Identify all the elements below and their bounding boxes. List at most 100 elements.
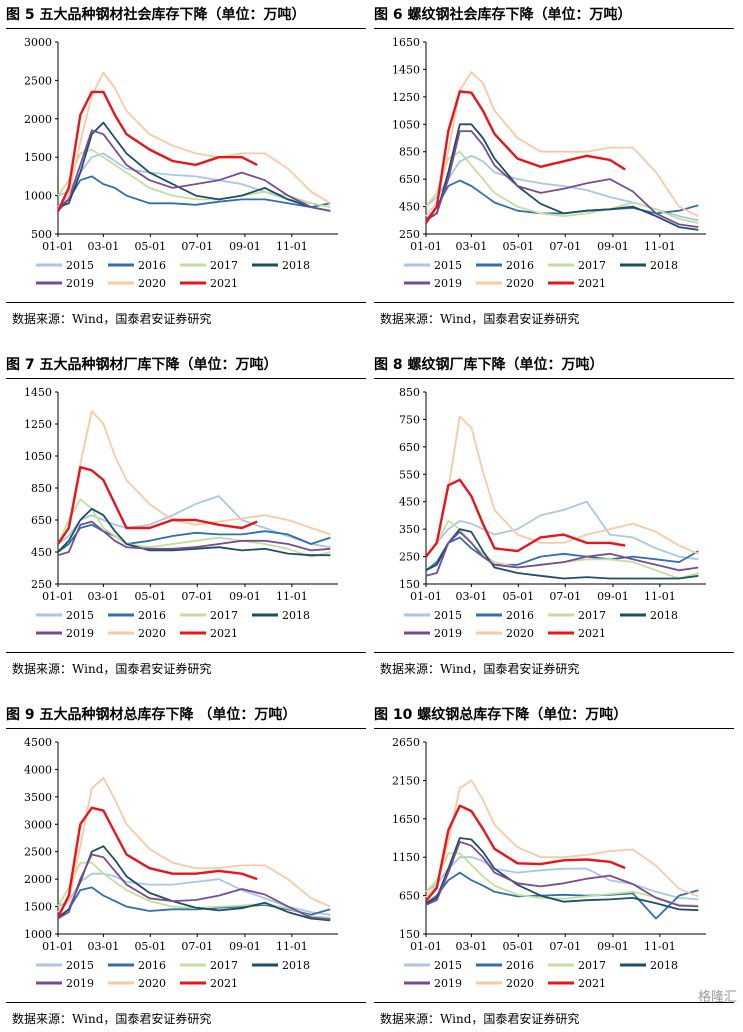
series-line-2015 xyxy=(57,152,331,208)
x-tick-label: 11-01 xyxy=(276,590,308,603)
legend-label-2015: 2015 xyxy=(66,609,94,622)
y-tick-label: 2500 xyxy=(24,846,52,859)
y-tick-label: 1250 xyxy=(392,91,420,104)
y-tick-label: 750 xyxy=(399,413,420,426)
y-tick-label: 1650 xyxy=(392,813,420,826)
y-tick-label: 350 xyxy=(399,523,420,536)
legend-label-2018: 2018 xyxy=(282,959,310,972)
series-line-2020 xyxy=(425,415,699,558)
y-tick-label: 4000 xyxy=(24,763,52,776)
chart-svg: 250 450 650 850 1050 1250 1450 1650 01-01 03-01 05… xyxy=(392,36,706,290)
series-line-2019 xyxy=(425,840,699,908)
y-tick-label: 1150 xyxy=(392,851,420,864)
x-tick-label: 09-01 xyxy=(229,240,261,253)
series-line-2020 xyxy=(57,410,331,545)
legend-label-2018: 2018 xyxy=(650,259,678,272)
series-line-2021 xyxy=(56,806,258,919)
y-tick-label: 1000 xyxy=(24,190,52,203)
y-tick-label: 2150 xyxy=(392,774,420,787)
legend-label-2021: 2021 xyxy=(210,627,238,640)
source-divider xyxy=(374,1002,734,1003)
source-divider xyxy=(374,302,734,303)
source-divider xyxy=(6,302,366,303)
series-line-2017 xyxy=(57,861,331,919)
series-line-2017 xyxy=(57,148,331,208)
y-tick-label: 450 xyxy=(399,201,420,214)
y-tick-label: 1250 xyxy=(24,418,52,431)
legend-label-2017: 2017 xyxy=(210,609,238,622)
chart-panel-9: 图 9 五大品种钢材总库存下降 （单位：万吨） 1000 1500 2000 2500 3… xyxy=(6,702,366,1032)
legend-label-2020: 2020 xyxy=(506,977,534,990)
chart-title: 图 7 五大品种钢材厂库下降（单位：万吨） xyxy=(6,352,366,379)
chart-svg: 150 650 1150 1650 2150 2650 01-01 03-01 05-01 07-… xyxy=(392,736,706,990)
legend-label-2019: 2019 xyxy=(66,277,94,290)
legend-label-2020: 2020 xyxy=(506,277,534,290)
series-line-2015 xyxy=(57,872,331,916)
series-line-2018 xyxy=(425,837,699,912)
y-tick-label: 2500 xyxy=(24,74,52,87)
legend-label-2021: 2021 xyxy=(578,277,606,290)
x-tick-label: 11-01 xyxy=(644,940,676,953)
y-tick-label: 150 xyxy=(399,928,420,941)
y-tick-label: 650 xyxy=(399,890,420,903)
x-tick-label: 05-01 xyxy=(134,240,166,253)
legend-label-2020: 2020 xyxy=(138,277,166,290)
series-line-2016 xyxy=(425,536,699,572)
legend-label-2021: 2021 xyxy=(578,977,606,990)
y-tick-label: 1650 xyxy=(392,36,420,49)
legend-label-2018: 2018 xyxy=(650,609,678,622)
x-tick-label: 09-01 xyxy=(597,940,629,953)
x-tick-label: 11-01 xyxy=(644,240,676,253)
x-tick-label: 09-01 xyxy=(597,590,629,603)
series-line-2016 xyxy=(425,871,699,920)
y-tick-label: 2000 xyxy=(24,113,52,126)
legend-label-2017: 2017 xyxy=(210,959,238,972)
source-note: 数据来源：Wind，国泰君安证券研究 xyxy=(380,662,580,676)
series-line-2019 xyxy=(425,130,699,228)
x-tick-label: 09-01 xyxy=(597,240,629,253)
legend-label-2020: 2020 xyxy=(138,627,166,640)
legend-label-2019: 2019 xyxy=(434,627,462,640)
y-tick-label: 1450 xyxy=(392,63,420,76)
chart-panel-6: 图 6 螺纹钢社会库存下降（单位：万吨） 250 450 650 850 1050 1250… xyxy=(374,2,734,332)
x-tick-label: 11-01 xyxy=(644,590,676,603)
x-tick-label: 05-01 xyxy=(502,240,534,253)
series-line-2016 xyxy=(57,175,331,212)
legend-label-2017: 2017 xyxy=(210,259,238,272)
source-divider xyxy=(6,1002,366,1003)
legend-label-2017: 2017 xyxy=(578,959,606,972)
x-tick-label: 05-01 xyxy=(502,940,534,953)
x-tick-label: 07-01 xyxy=(549,590,581,603)
x-tick-label: 09-01 xyxy=(229,940,261,953)
chart-title: 图 5 五大品种钢材社会库存下降（单位：万吨） xyxy=(6,2,366,29)
x-tick-label: 03-01 xyxy=(456,940,488,953)
chart-panel-8: 图 8 螺纹钢厂库下降（单位：万吨） 150 250 350 450 550 650 750 8… xyxy=(374,352,734,682)
legend-label-2021: 2021 xyxy=(578,627,606,640)
y-tick-label: 1050 xyxy=(24,450,52,463)
legend-label-2016: 2016 xyxy=(138,959,166,972)
x-tick-label: 11-01 xyxy=(276,240,308,253)
x-tick-label: 03-01 xyxy=(88,940,120,953)
source-note: 数据来源：Wind，国泰君安证券研究 xyxy=(380,1012,580,1026)
y-tick-label: 2650 xyxy=(392,736,420,749)
chart-svg: 500 1000 1500 2000 2500 3000 01-01 03-01 05-01 07… xyxy=(24,36,338,290)
legend-label-2019: 2019 xyxy=(66,627,94,640)
y-tick-label: 250 xyxy=(31,578,52,591)
legend-label-2016: 2016 xyxy=(138,259,166,272)
legend-label-2019: 2019 xyxy=(434,277,462,290)
legend-label-2020: 2020 xyxy=(506,627,534,640)
series-line-2017 xyxy=(57,498,331,558)
y-tick-label: 1500 xyxy=(24,901,52,914)
chart-title: 图 8 螺纹钢厂库下降（单位：万吨） xyxy=(374,352,734,379)
series-line-2021 xyxy=(425,804,626,902)
x-tick-label: 07-01 xyxy=(181,940,213,953)
y-tick-label: 1050 xyxy=(392,118,420,131)
source-divider xyxy=(6,652,366,653)
y-tick-label: 500 xyxy=(31,228,52,241)
x-tick-label: 01-01 xyxy=(410,240,442,253)
x-tick-label: 07-01 xyxy=(181,590,213,603)
y-tick-label: 1500 xyxy=(24,151,52,164)
legend-label-2015: 2015 xyxy=(434,959,462,972)
legend-label-2019: 2019 xyxy=(66,977,94,990)
legend-label-2017: 2017 xyxy=(578,609,606,622)
